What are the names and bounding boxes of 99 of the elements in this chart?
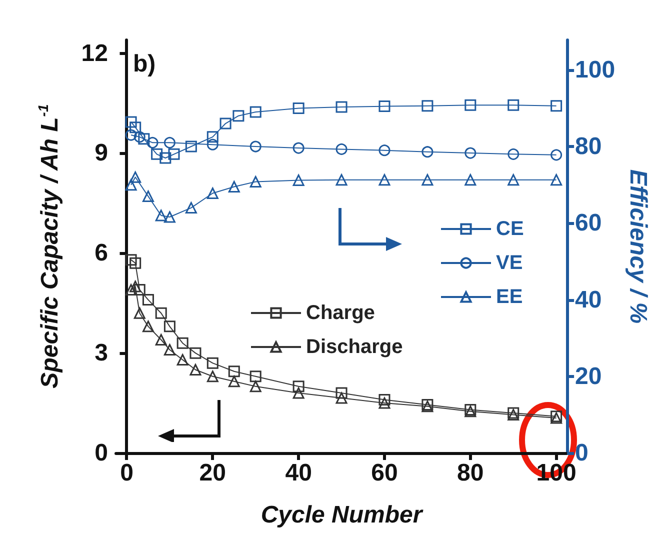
point bbox=[228, 366, 240, 378]
y2-tick-label: 40 bbox=[575, 286, 602, 314]
y-tick-label: 9 bbox=[94, 140, 108, 167]
point bbox=[508, 99, 520, 111]
point bbox=[130, 280, 142, 292]
point bbox=[142, 190, 154, 202]
point bbox=[125, 179, 137, 191]
x-tick-label: 0 bbox=[120, 460, 134, 486]
point bbox=[146, 136, 158, 148]
annotation: b) bbox=[133, 50, 156, 78]
point bbox=[550, 149, 562, 161]
y-tick-label: 0 bbox=[94, 440, 108, 466]
point bbox=[292, 387, 304, 399]
y2-tick-label: 80 bbox=[575, 133, 602, 160]
point bbox=[134, 307, 146, 319]
point bbox=[250, 370, 262, 382]
y-axis-title: Specific Capacity / Ah L-1 bbox=[35, 104, 64, 388]
point bbox=[292, 102, 304, 114]
x-tick-label: 80 bbox=[457, 460, 484, 486]
point bbox=[464, 99, 476, 111]
y2-axis-title: Efficiency / % bbox=[624, 169, 652, 324]
legend-label: EE bbox=[496, 286, 523, 308]
point bbox=[508, 174, 520, 186]
point bbox=[292, 380, 304, 392]
point bbox=[378, 397, 390, 409]
point bbox=[190, 347, 202, 359]
point bbox=[422, 174, 434, 186]
x-tick-label: 40 bbox=[285, 460, 312, 486]
point bbox=[138, 133, 150, 145]
point bbox=[550, 100, 562, 112]
y2-tick-label: 100 bbox=[575, 56, 616, 84]
point bbox=[378, 144, 390, 156]
point bbox=[130, 257, 142, 269]
point bbox=[508, 148, 520, 160]
y-tick-label: 12 bbox=[81, 40, 108, 67]
point bbox=[125, 254, 137, 266]
y-tick-label: 3 bbox=[94, 340, 108, 367]
point bbox=[155, 210, 167, 222]
point bbox=[550, 174, 562, 186]
point bbox=[125, 129, 137, 141]
point bbox=[378, 394, 390, 406]
point bbox=[176, 337, 188, 349]
y2-tick-label: 20 bbox=[575, 362, 602, 390]
y2-tick-label: 60 bbox=[575, 210, 602, 237]
point bbox=[464, 174, 476, 186]
point bbox=[142, 294, 154, 306]
y-tick-label: 6 bbox=[94, 240, 108, 267]
point bbox=[130, 122, 142, 134]
point bbox=[164, 136, 176, 148]
point bbox=[206, 370, 218, 382]
legend-label: Charge bbox=[306, 302, 375, 324]
point bbox=[206, 187, 218, 199]
point bbox=[250, 140, 262, 152]
legend-label: VE bbox=[496, 252, 523, 274]
point bbox=[151, 148, 163, 160]
y2-tick-label: 0 bbox=[575, 440, 588, 466]
point bbox=[164, 211, 176, 223]
point bbox=[164, 344, 176, 356]
point bbox=[134, 284, 146, 296]
point bbox=[464, 147, 476, 159]
point bbox=[336, 143, 348, 155]
point bbox=[336, 101, 348, 113]
x-tick-label: 20 bbox=[199, 460, 226, 486]
point bbox=[292, 142, 304, 154]
point bbox=[142, 320, 154, 332]
point bbox=[378, 174, 390, 186]
point bbox=[164, 320, 176, 332]
legend-label: CE bbox=[496, 218, 524, 240]
point bbox=[185, 202, 197, 214]
point bbox=[206, 357, 218, 369]
point bbox=[292, 174, 304, 186]
point bbox=[176, 354, 188, 366]
point bbox=[185, 140, 197, 152]
point bbox=[422, 100, 434, 112]
point bbox=[336, 392, 348, 404]
point bbox=[206, 138, 218, 150]
point bbox=[422, 146, 434, 158]
point bbox=[155, 334, 167, 346]
point bbox=[220, 118, 232, 130]
point bbox=[125, 116, 137, 128]
point bbox=[190, 364, 202, 376]
x-tick-label: 60 bbox=[371, 460, 398, 486]
point bbox=[155, 307, 167, 319]
point bbox=[250, 106, 262, 118]
point bbox=[130, 171, 142, 183]
point bbox=[232, 110, 244, 122]
point bbox=[378, 100, 390, 112]
point bbox=[250, 380, 262, 392]
point bbox=[168, 148, 180, 160]
point bbox=[336, 387, 348, 399]
point bbox=[228, 180, 240, 192]
point bbox=[228, 376, 240, 388]
legend-label: Discharge bbox=[306, 336, 403, 358]
point bbox=[125, 284, 137, 296]
point bbox=[250, 176, 262, 188]
x-axis-title: Cycle Number bbox=[260, 502, 424, 528]
point bbox=[336, 174, 348, 186]
point bbox=[160, 152, 172, 164]
point bbox=[206, 131, 218, 143]
